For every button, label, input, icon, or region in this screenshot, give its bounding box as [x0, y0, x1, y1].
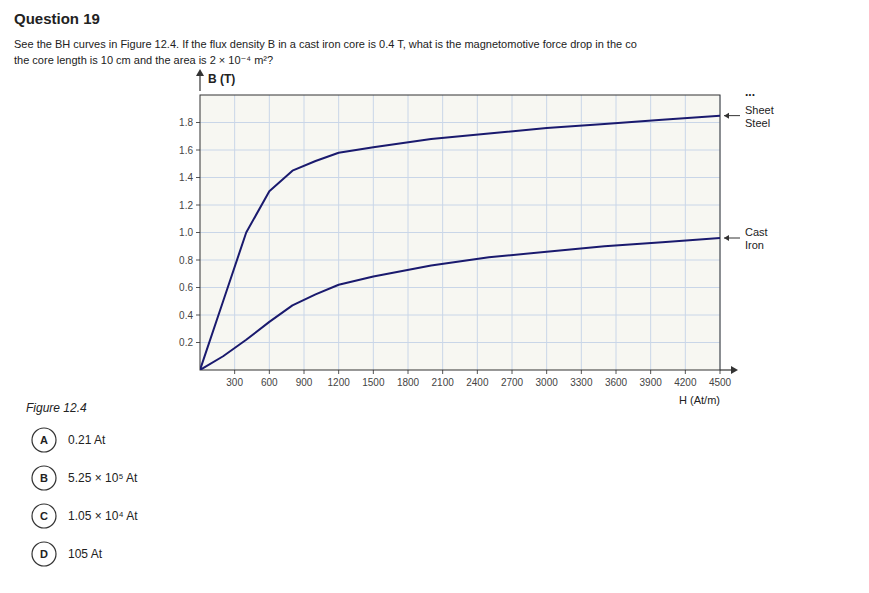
curve	[200, 116, 720, 370]
tick-label: 0.6	[179, 282, 193, 293]
curve-label-line: Sheet	[745, 104, 774, 116]
grid-line	[200, 150, 720, 151]
tick-label: 1.0	[179, 227, 193, 238]
axis-arrowhead	[196, 69, 204, 76]
tick-label: 1.4	[179, 172, 193, 183]
tick	[196, 177, 200, 178]
curve-label-line: Cast	[745, 226, 768, 238]
tick	[581, 370, 582, 374]
plot-area	[200, 95, 720, 370]
answer-text: 5.25 × 10⁵ At	[68, 471, 138, 485]
tick	[616, 370, 617, 374]
answer-circle	[32, 504, 56, 528]
curve-label: CastIron	[745, 226, 768, 251]
tick	[196, 315, 200, 316]
lines	[200, 116, 720, 370]
tick	[512, 370, 513, 374]
tick-label: 4500	[709, 377, 732, 388]
tick-label: 3600	[605, 377, 628, 388]
tick	[196, 232, 200, 233]
tick-label: 0.8	[179, 255, 193, 266]
question: the core length is 10 cm and the area is…	[14, 54, 273, 66]
x-axis-label: H (At/m)	[679, 394, 720, 406]
curve-label-line: Iron	[745, 239, 764, 251]
tick-label: 2700	[501, 377, 524, 388]
tick	[196, 205, 200, 206]
tick-label: 3000	[536, 377, 559, 388]
tick-label: 0.4	[179, 310, 193, 321]
grid-line	[200, 260, 720, 261]
dots: ...	[745, 85, 755, 99]
plot-frame	[200, 95, 720, 370]
tick-label: 2400	[466, 377, 489, 388]
title: Question 19	[14, 10, 100, 27]
answer-label: C	[40, 510, 48, 522]
tick-label: 4200	[674, 377, 697, 388]
question: See the BH curves in Figure 12.4. If the…	[14, 38, 637, 50]
tick-label: 1.2	[179, 200, 193, 211]
tick	[234, 370, 235, 374]
tick-label: 2100	[432, 377, 455, 388]
tick-label: 600	[261, 377, 278, 388]
y-axis-label: B (T)	[208, 72, 235, 86]
tick	[196, 287, 200, 288]
tick	[269, 370, 270, 374]
answer-circle	[32, 428, 56, 452]
tick	[650, 370, 651, 374]
label-arrowhead	[724, 113, 729, 119]
tick	[196, 122, 200, 123]
figure-label: Figure 12.4	[26, 401, 87, 415]
tick-label: 0.2	[179, 337, 193, 348]
grid-line	[200, 232, 720, 233]
answer-circle	[32, 542, 56, 566]
answer-label: B	[40, 472, 48, 484]
tick-label: 1800	[397, 377, 420, 388]
tick	[373, 370, 374, 374]
tick-label: 1.6	[179, 145, 193, 156]
tick-label: 900	[296, 377, 313, 388]
answer-label: A	[40, 434, 48, 446]
label-arrowhead	[724, 235, 729, 241]
tick	[196, 150, 200, 151]
curve	[200, 238, 720, 370]
grid-line	[200, 205, 720, 206]
grid-line	[200, 177, 720, 178]
answer-text: 0.21 At	[68, 433, 106, 447]
tick	[196, 342, 200, 343]
answer-circle	[32, 466, 56, 490]
tick	[477, 370, 478, 374]
tick	[442, 370, 443, 374]
tick-label: 1.8	[179, 117, 193, 128]
answer-text: 1.05 × 10⁴ At	[68, 509, 138, 523]
tick	[338, 370, 339, 374]
axis-arrowhead	[731, 366, 738, 374]
tick-label: 1500	[362, 377, 385, 388]
grid-line	[200, 287, 720, 288]
curve-label-line: Steel	[745, 117, 770, 129]
tick-label: 300	[226, 377, 243, 388]
tick	[196, 260, 200, 261]
tick	[408, 370, 409, 374]
tick	[546, 370, 547, 374]
answer-label: D	[40, 548, 48, 560]
tick	[685, 370, 686, 374]
answer-text: 105 At	[68, 547, 103, 561]
grid-line	[200, 342, 720, 343]
tick-label: 3900	[640, 377, 663, 388]
tick-label: 3300	[570, 377, 593, 388]
grid	[200, 95, 720, 370]
tick-label: 1200	[328, 377, 351, 388]
curve-label: SheetSteel	[745, 104, 774, 129]
tick	[304, 370, 305, 374]
